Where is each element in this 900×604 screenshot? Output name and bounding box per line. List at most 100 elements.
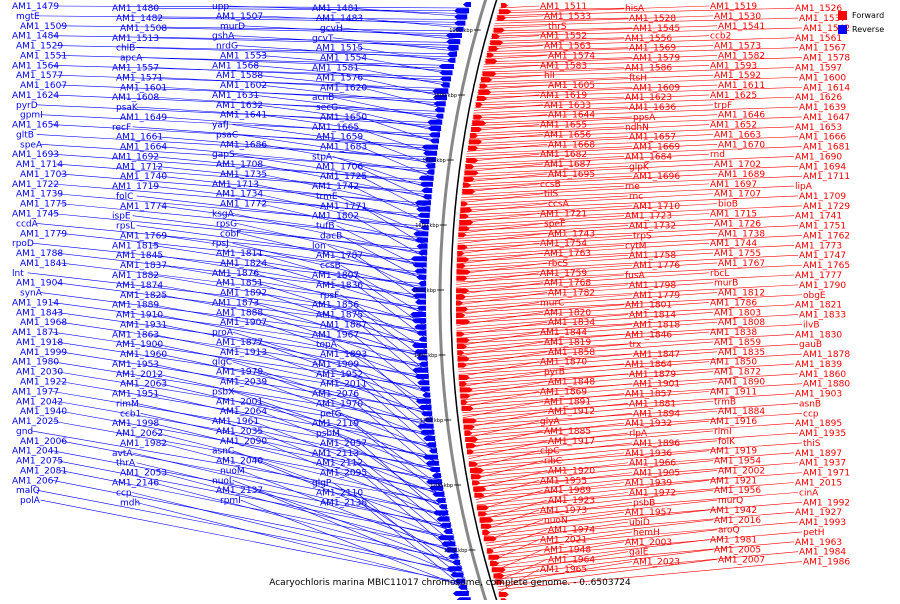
reverse-feature	[454, 26, 464, 32]
gene-label: AM1_1537	[799, 14, 846, 24]
gene-label: AM1_1583	[540, 61, 587, 71]
label-connector	[252, 272, 427, 325]
label-connector	[356, 403, 442, 478]
gene-label: AM1_1569	[629, 44, 676, 54]
gene-label: rimI	[714, 427, 732, 437]
forward-feature	[478, 89, 492, 95]
gene-label: murC	[540, 298, 564, 308]
gene-label: hemH	[633, 528, 660, 538]
label-connector	[252, 302, 428, 360]
gene-label: AM1_1732	[629, 222, 676, 232]
forward-feature	[493, 27, 505, 33]
label-connector	[458, 351, 548, 367]
gene-label: AM1_1882	[112, 271, 159, 281]
forward-feature	[456, 300, 464, 306]
gene-label: AM1_2011	[320, 380, 367, 390]
forward-feature	[456, 337, 470, 343]
gene-label: murB	[714, 279, 738, 289]
forward-feature	[465, 437, 479, 442]
label-connector	[160, 116, 440, 138]
label-connector	[457, 343, 629, 360]
gene-label: AM1_1703	[20, 170, 67, 180]
gene-label: AM1_1841	[20, 259, 67, 269]
gene-label: AM1_1533	[544, 12, 591, 22]
gene-label: AM1_2053	[120, 469, 167, 479]
reverse-feature	[418, 175, 434, 181]
label-connector	[152, 482, 461, 564]
forward-feature	[459, 387, 473, 393]
reverse-feature	[427, 119, 443, 125]
scale-tick-label: 1800 kbp	[433, 93, 457, 99]
label-connector	[131, 492, 465, 576]
gene-label: AM1_1762	[803, 231, 850, 241]
gene-label: AM1_1879	[629, 370, 676, 380]
gene-label: AM1_1529	[16, 42, 63, 52]
label-connector	[490, 35, 540, 40]
label-connector	[471, 460, 544, 480]
label-connector	[360, 502, 470, 593]
gene-label: AM1_1738	[718, 229, 765, 239]
gene-label: AM1_1900	[116, 340, 163, 350]
gene-label: AM1_1878	[803, 350, 850, 360]
gene-label: petG	[320, 409, 342, 419]
label-connector	[60, 440, 450, 515]
label-connector	[492, 27, 633, 32]
label-connector	[488, 531, 633, 554]
gene-label: AM1_1639	[799, 103, 846, 113]
label-connector	[232, 361, 435, 429]
forward-feature	[488, 554, 501, 560]
gene-label: AM1_1758	[629, 251, 676, 261]
forward-feature	[461, 406, 474, 411]
reverse-feature	[422, 194, 432, 200]
gene-label: AM1_1895	[795, 419, 842, 429]
gene-label: AM1_1769	[120, 231, 167, 241]
gene-label: AM1_1772	[220, 200, 267, 210]
gene-label: AM1_1713	[212, 180, 259, 190]
forward-feature	[460, 201, 468, 207]
label-connector	[256, 282, 427, 337]
gene-label: AM1_1972	[629, 488, 676, 498]
label-connector	[456, 312, 714, 332]
gene-label: AM1_2063	[120, 380, 167, 390]
label-connector	[356, 314, 429, 374]
gene-label: AM1_1877	[216, 338, 263, 348]
label-connector	[332, 96, 443, 121]
gene-label: psbX	[212, 387, 234, 397]
gene-label: AM1_1955	[540, 476, 587, 486]
label-connector	[462, 175, 633, 186]
gene-label: AM1_1682	[540, 150, 587, 160]
label-connector	[360, 442, 452, 524]
gene-label: AM1_1681	[803, 143, 850, 153]
gene-label: AM1_1484	[12, 32, 59, 42]
label-connector	[491, 541, 625, 565]
gene-label: AM1_1981	[710, 536, 757, 546]
gene-label: AM1_1759	[540, 269, 587, 279]
forward-feature	[456, 257, 469, 263]
gene-label: AM1_1937	[799, 459, 846, 469]
gene-label: AM1_2057	[320, 439, 367, 449]
reverse-feature	[414, 200, 431, 206]
gene-label: AM1_2016	[714, 516, 761, 526]
reverse-feature	[420, 429, 435, 435]
label-connector	[491, 27, 803, 37]
label-connector	[498, 568, 540, 593]
gene-label: AM1_1779	[20, 229, 67, 239]
gene-label: AM1_1722	[12, 180, 59, 190]
forward-feature	[500, 3, 508, 8]
legend-reverse: Reverse	[838, 22, 896, 36]
reverse-feature	[414, 237, 428, 243]
label-connector	[156, 17, 465, 23]
reverse-feature	[436, 516, 450, 522]
gene-label: AM1_1830	[795, 330, 842, 340]
label-connector	[464, 153, 710, 168]
forward-feature	[479, 517, 494, 523]
label-connector	[135, 501, 468, 587]
gene-label: AM1_2075	[16, 457, 63, 467]
gene-label: mdh	[120, 498, 140, 508]
gene-label: apcA	[120, 54, 143, 64]
label-connector	[136, 106, 442, 127]
label-connector	[479, 77, 629, 83]
gene-label: AM1_1989	[544, 486, 591, 496]
label-connector	[462, 173, 548, 183]
gene-label: AM1_1957	[625, 508, 672, 518]
